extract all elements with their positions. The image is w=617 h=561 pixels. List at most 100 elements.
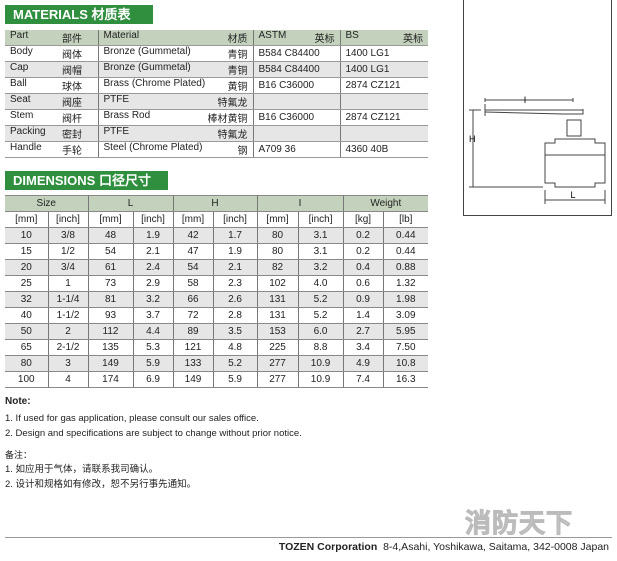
cell: Handle 手轮 bbox=[10, 142, 93, 157]
cell: 80 bbox=[5, 355, 49, 372]
cell: 149 bbox=[173, 371, 214, 388]
bs: 1400 LG1 bbox=[345, 48, 390, 59]
material-row: Ball 球体 Brass (Chrome Plated) 黄铜 B16 C36000 2… bbox=[5, 77, 428, 94]
cell: B584 C84400 bbox=[253, 61, 341, 78]
material: Bronze (Gummetal) bbox=[103, 62, 191, 73]
cell: 82 bbox=[257, 259, 299, 276]
cell: 4.8 bbox=[213, 339, 258, 356]
cell: 4 bbox=[48, 371, 89, 388]
cell: 121 bbox=[173, 339, 214, 356]
cell: 15 bbox=[5, 243, 49, 260]
note-cn-item: 2. 设计和规格如有修改，恕不另行事先通知。 bbox=[5, 479, 197, 490]
cell: Part 部件 bbox=[10, 30, 93, 45]
cell: 4.4 bbox=[133, 323, 174, 340]
dim-label: I bbox=[524, 95, 527, 105]
cell: Brass (Chrome Plated) 黄铜 bbox=[98, 77, 254, 94]
cell: 3.1 bbox=[298, 243, 344, 260]
materials-table: Part 部件 Material 材质 ASTM 英标 BS 英标 Body 阀体 Bronze (… bbox=[5, 30, 428, 158]
part: Packing bbox=[10, 126, 46, 137]
note-title: Note: bbox=[5, 396, 31, 407]
unit-cell: [inch] bbox=[213, 211, 258, 228]
cell: PTFE 特氟龙 bbox=[104, 94, 248, 109]
header-en: Part bbox=[10, 30, 29, 41]
cell: 2874 CZ121 bbox=[340, 109, 428, 126]
cell: 277 bbox=[257, 371, 299, 388]
unit-cell: [inch] bbox=[48, 211, 89, 228]
cell: Bronze (Gummetal) 青铜 bbox=[104, 46, 248, 61]
cell: 47 bbox=[173, 243, 214, 260]
part: Stem bbox=[10, 110, 34, 121]
material: Brass Rod bbox=[103, 110, 151, 121]
cell: 10.9 bbox=[298, 355, 344, 372]
cell: 1-1/2 bbox=[48, 307, 89, 324]
cell bbox=[253, 125, 341, 142]
header-cell: I bbox=[257, 195, 344, 212]
part: Seat bbox=[10, 94, 31, 105]
part-cn: 密封 bbox=[62, 130, 82, 141]
cell: 48 bbox=[88, 227, 134, 244]
cell: 2.9 bbox=[133, 275, 174, 292]
cell: 54 bbox=[88, 243, 134, 260]
part-cn: 球体 bbox=[62, 82, 82, 93]
cell: 81 bbox=[88, 291, 134, 308]
cell: 16.3 bbox=[383, 371, 429, 388]
cell: 1400 LG1 bbox=[340, 45, 428, 62]
dimension-row: 25 1 73 2.9 58 2.3 102 4.0 0.6 1.32 bbox=[5, 275, 429, 292]
material-cn: 青铜 bbox=[227, 50, 248, 61]
cell: 5.9 bbox=[213, 371, 258, 388]
cell: 133 bbox=[173, 355, 214, 372]
header-row: Size L H I Weight bbox=[5, 195, 429, 212]
dimension-row: 15 1/2 54 2.1 47 1.9 80 3.1 0.2 0.44 bbox=[5, 243, 429, 260]
cell: 174 bbox=[88, 371, 134, 388]
cell: 102 bbox=[257, 275, 299, 292]
header-cell: Material 材质 bbox=[98, 30, 254, 46]
cell: 131 bbox=[257, 307, 299, 324]
cell: 225 bbox=[257, 339, 299, 356]
footer-address: 8-4,Asahi, Yoshikawa, Saitama, 342-0008 … bbox=[383, 541, 609, 553]
cell bbox=[340, 93, 428, 110]
cell: 8.8 bbox=[298, 339, 344, 356]
cell: 80 bbox=[257, 227, 299, 244]
header-en: Material bbox=[103, 30, 140, 41]
cell: 4.0 bbox=[298, 275, 344, 292]
dim-label: L bbox=[570, 190, 575, 200]
astm: B16 C36000 bbox=[258, 80, 315, 91]
material-cn: 钢 bbox=[237, 146, 248, 157]
unit-cell: [inch] bbox=[298, 211, 344, 228]
header-cn: 部件 bbox=[62, 34, 82, 45]
unit-cell: [lb] bbox=[383, 211, 429, 228]
note-item: 1. If used for gas application, please c… bbox=[5, 413, 259, 424]
cell: B16 C36000 bbox=[253, 77, 341, 94]
cell: Steel (Chrome Plated) 钢 bbox=[104, 142, 248, 157]
material: Brass (Chrome Plated) bbox=[103, 78, 206, 89]
material: Bronze (Gummetal) bbox=[103, 46, 191, 57]
cell: Packing 密封 bbox=[10, 126, 93, 141]
material-row: Body 阀体 Bronze (Gummetal) 青铜 B584 C84400 1400… bbox=[5, 45, 428, 62]
header-cell: ASTM 英标 bbox=[253, 30, 341, 46]
cell: Cap 阀帽 bbox=[10, 62, 93, 77]
cell: 153 bbox=[257, 323, 299, 340]
material: PTFE bbox=[103, 126, 130, 137]
cell: BS 英标 bbox=[346, 30, 424, 45]
cell: 2.1 bbox=[133, 243, 174, 260]
cell: 2.1 bbox=[213, 259, 258, 276]
dimension-row: 50 2 112 4.4 89 3.5 153 6.0 2.7 5.95 bbox=[5, 323, 429, 340]
cell: 2.3 bbox=[213, 275, 258, 292]
material-row: Packing 密封 PTFE 特氟龙 bbox=[5, 125, 428, 142]
cell: Bronze (Gummetal) 青铜 bbox=[98, 45, 254, 62]
cell: 4360 40B bbox=[340, 141, 428, 158]
cell: 3.5 bbox=[213, 323, 258, 340]
bs: 1400 LG1 bbox=[345, 64, 390, 75]
dimension-row: 65 2-1/2 135 5.3 121 4.8 225 8.8 3.4 7.50 bbox=[5, 339, 429, 356]
cell: 3.7 bbox=[133, 307, 174, 324]
note-cn-title: 备注： bbox=[5, 450, 33, 460]
cell: 7.4 bbox=[343, 371, 384, 388]
unit-cell: [mm] bbox=[88, 211, 134, 228]
materials-title: MATERIALS 材质表 bbox=[5, 5, 153, 24]
cell: 0.88 bbox=[383, 259, 429, 276]
material-cn: 青铜 bbox=[227, 66, 248, 77]
valve-drawing: I H L bbox=[463, 0, 612, 216]
cell: 3/4 bbox=[48, 259, 89, 276]
cell: 3.2 bbox=[133, 291, 174, 308]
cell: Cap 阀帽 bbox=[5, 61, 99, 78]
